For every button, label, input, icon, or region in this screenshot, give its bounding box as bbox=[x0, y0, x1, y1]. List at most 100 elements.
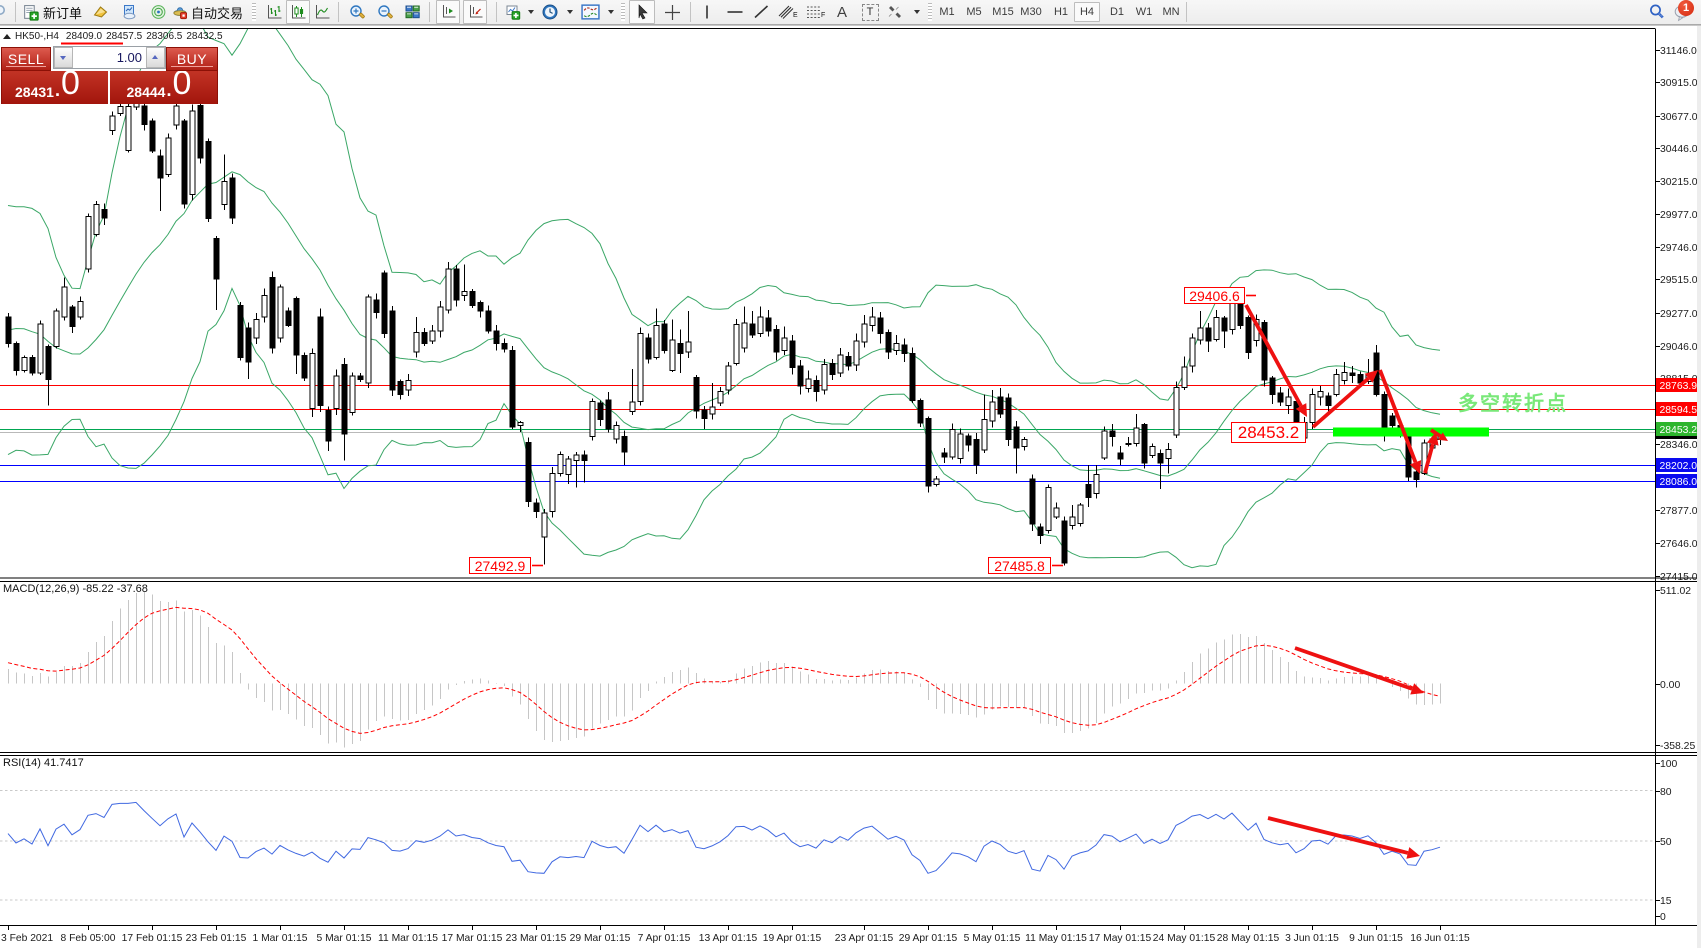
decrease-arrow-icon bbox=[60, 56, 66, 60]
trend-arrows[interactable] bbox=[1244, 304, 1448, 859]
svg-text:29515.0: 29515.0 bbox=[1660, 275, 1698, 286]
chart-shift-button[interactable] bbox=[436, 0, 460, 24]
zoom-out-icon bbox=[377, 4, 393, 18]
new-chart-icon bbox=[506, 5, 521, 20]
fibonacci-tool-button[interactable]: F bbox=[801, 0, 829, 24]
svg-text:17 Mar 01:15: 17 Mar 01:15 bbox=[442, 933, 503, 944]
buy-button[interactable]: BUY bbox=[166, 47, 218, 71]
sell-price-display[interactable]: 28431 . 0 bbox=[1, 71, 108, 104]
horizontal-line-tool-button[interactable] bbox=[722, 0, 748, 24]
crosshair-tool-button[interactable] bbox=[659, 0, 685, 24]
buy-price-display[interactable]: 28444 . 0 bbox=[109, 71, 218, 104]
price-flag-label[interactable]: 28453.2 bbox=[1231, 422, 1306, 443]
timeframe-button-w1[interactable]: W1 bbox=[1135, 6, 1153, 18]
panel-borders bbox=[0, 27, 1701, 927]
cursor-tool-button[interactable] bbox=[629, 0, 655, 24]
svg-text:80: 80 bbox=[1660, 787, 1672, 798]
zoom-out-button[interactable] bbox=[374, 0, 396, 24]
charts-window-button[interactable] bbox=[119, 0, 139, 24]
autotrading-icon bbox=[173, 7, 187, 20]
text-tool-button[interactable]: A bbox=[831, 0, 853, 24]
price-tag: 28594.5 bbox=[1656, 402, 1701, 416]
collapse-panel-icon[interactable] bbox=[3, 33, 11, 39]
timeframe-button-m15[interactable]: M15 bbox=[992, 6, 1014, 18]
candle-chart-mode-button[interactable] bbox=[286, 0, 310, 24]
svg-text:28202.0: 28202.0 bbox=[1660, 461, 1698, 472]
dropdown-arrow-icon bbox=[608, 10, 614, 14]
buy-price-main: 28444 bbox=[126, 84, 166, 100]
tile-windows-icon bbox=[405, 5, 420, 19]
periods-clock-icon bbox=[542, 4, 558, 19]
svg-text:28453.2: 28453.2 bbox=[1660, 425, 1698, 436]
sell-price-main: 28431 bbox=[15, 84, 54, 100]
turning-point-note[interactable]: 多空转折点 bbox=[1458, 393, 1568, 415]
vertical-line-tool-button[interactable] bbox=[694, 0, 720, 24]
tile-windows-button[interactable] bbox=[401, 0, 423, 24]
indicators-button[interactable] bbox=[581, 0, 614, 24]
buy-price-frac: 0 bbox=[172, 71, 192, 102]
search-button[interactable] bbox=[1646, 0, 1668, 24]
svg-text:19 Apr 01:15: 19 Apr 01:15 bbox=[763, 933, 822, 944]
autotrading-button[interactable]: 自动交易 bbox=[173, 0, 243, 24]
window-right-edge bbox=[1697, 26, 1701, 948]
channel-tool-letter: E bbox=[793, 12, 798, 19]
volume-decrease-button[interactable] bbox=[54, 47, 73, 68]
price-axis[interactable]: 31146.0 30915.0 30677.0 30446.0 30215.0 29977… bbox=[1655, 46, 1701, 923]
toolbar-bottom-edge bbox=[0, 24, 1701, 26]
price-flag-label[interactable]: 29406.6 bbox=[1184, 287, 1245, 304]
notifications-button[interactable]: 1 bbox=[1668, 0, 1700, 24]
svg-text:9 Jun 01:15: 9 Jun 01:15 bbox=[1349, 933, 1403, 944]
buy-button-gloss bbox=[171, 66, 213, 67]
bar-chart-mode-button[interactable] bbox=[263, 0, 285, 24]
highlight-rectangle[interactable] bbox=[1333, 427, 1489, 437]
rsi-axis[interactable] bbox=[1655, 763, 1661, 917]
zoom-in-button[interactable] bbox=[346, 0, 368, 24]
svg-text:13 Apr 01:15: 13 Apr 01:15 bbox=[699, 933, 758, 944]
volume-value[interactable]: 1.00 bbox=[116, 50, 142, 65]
cursor-icon bbox=[638, 4, 648, 20]
svg-text:11 May 01:15: 11 May 01:15 bbox=[1025, 933, 1087, 944]
price-flag-label[interactable]: 27492.9 bbox=[469, 557, 531, 574]
market-watch-button[interactable] bbox=[90, 0, 110, 24]
timeframe-button-mn[interactable]: MN bbox=[1162, 6, 1180, 18]
new-chart-button[interactable] bbox=[504, 0, 534, 24]
time-axis[interactable]: 3 Feb 2021 8 Feb 05:00 17 Feb 01:15 23 Feb … bbox=[1, 926, 1470, 944]
label-tool-letter: T bbox=[861, 3, 879, 21]
chart-window-title: HK50-,H4 28409.0 28457.5 28306.5 28432.5 bbox=[3, 29, 227, 43]
line-chart-mode-button[interactable] bbox=[311, 0, 333, 24]
timeframe-button-m5[interactable]: M5 bbox=[966, 6, 982, 18]
timeframe-button-m30[interactable]: M30 bbox=[1020, 6, 1042, 18]
arrows-tool-button[interactable] bbox=[886, 0, 922, 24]
timeframe-button-h4[interactable]: H4 bbox=[1074, 2, 1100, 22]
periods-button[interactable] bbox=[542, 0, 573, 24]
one-click-trading-panel: SELL 1.00 BUY 28431 . 0 28444 . 0 bbox=[1, 46, 218, 104]
channel-tool-button[interactable]: E bbox=[774, 0, 802, 24]
auto-scroll-button[interactable] bbox=[463, 0, 487, 24]
volume-increase-button[interactable] bbox=[146, 47, 165, 68]
timeframe-button-h1[interactable]: H1 bbox=[1053, 6, 1069, 18]
svg-text:23 Apr 01:15: 23 Apr 01:15 bbox=[835, 933, 894, 944]
signals-button[interactable] bbox=[148, 0, 168, 24]
timeframe-button-m1[interactable]: M1 bbox=[939, 6, 955, 18]
toolbar-grip bbox=[928, 3, 932, 21]
new-order-button[interactable]: 新订单 bbox=[22, 0, 104, 24]
timeframe-button-d1[interactable]: D1 bbox=[1109, 6, 1125, 18]
candlestick-chart-icon bbox=[291, 5, 305, 19]
svg-text:0: 0 bbox=[1660, 912, 1666, 923]
price-flag-label[interactable]: 27485.8 bbox=[988, 557, 1051, 574]
notification-count: 1 bbox=[1682, 2, 1690, 14]
sell-button[interactable]: SELL bbox=[1, 47, 51, 71]
indicators-icon bbox=[581, 4, 600, 20]
trendline-tool-button[interactable] bbox=[748, 0, 774, 24]
svg-text:28594.5: 28594.5 bbox=[1660, 405, 1698, 416]
svg-text:511.02: 511.02 bbox=[1660, 586, 1691, 597]
macd-axis[interactable] bbox=[1655, 590, 1661, 746]
increase-arrow-icon bbox=[152, 55, 158, 59]
chart-shift-icon bbox=[442, 5, 455, 18]
svg-text:31146.0: 31146.0 bbox=[1660, 46, 1697, 57]
svg-text:29277.0: 29277.0 bbox=[1660, 309, 1698, 320]
macd-panel bbox=[7, 591, 1441, 748]
text-label-tool-button[interactable]: T bbox=[858, 0, 882, 24]
sell-price-dot: . bbox=[55, 80, 61, 100]
